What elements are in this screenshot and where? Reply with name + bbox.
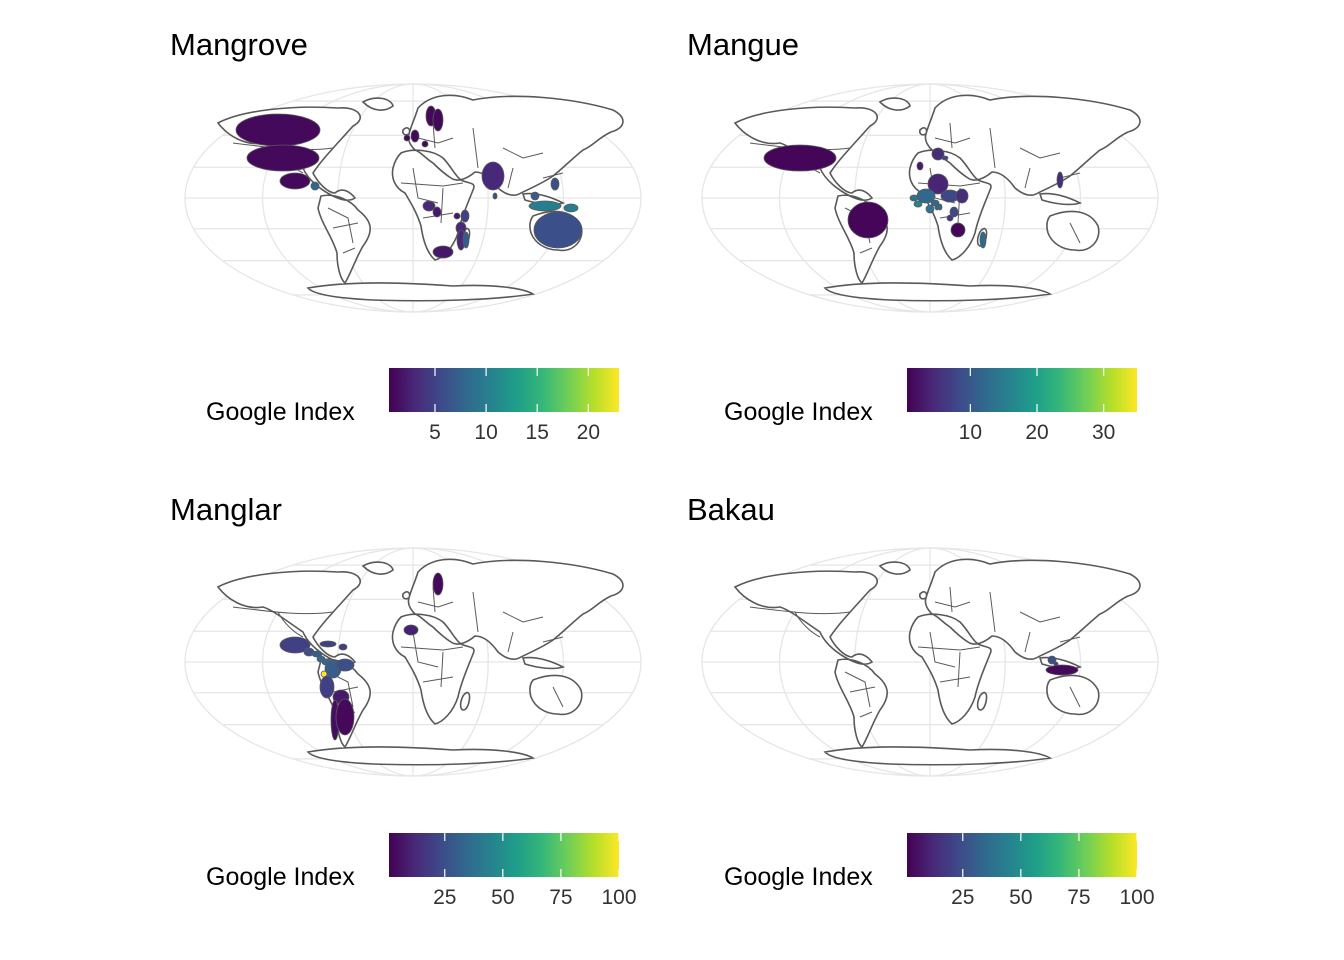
region-angola <box>950 222 966 238</box>
region-indonesia <box>1045 664 1079 676</box>
colorbar <box>907 368 1137 412</box>
region-south-africa <box>432 245 454 259</box>
region-india <box>481 161 505 191</box>
panel-title: Mangue <box>687 27 799 62</box>
world-map <box>701 83 1159 313</box>
legend: Google Index 10 20 30 <box>724 368 1137 444</box>
panel-title: Manglar <box>170 492 282 527</box>
region-chad <box>955 188 969 204</box>
region-madagascar <box>979 231 987 249</box>
panel-bakau: Bakau Google Index 25 50 75 100 <box>687 492 1159 909</box>
region-togo <box>934 203 940 211</box>
colorbar-tick-label: 20 <box>577 421 600 444</box>
colorbar <box>389 368 619 412</box>
world-map <box>184 83 642 313</box>
legend: Google Index 25 50 75 100 <box>206 833 637 909</box>
region-gabon <box>946 214 954 222</box>
region-united-states <box>246 144 320 172</box>
region-united-kingdom <box>410 129 420 143</box>
region-ivory-coast <box>925 204 935 214</box>
region-peru <box>319 675 335 699</box>
legend-title: Google Index <box>206 398 355 426</box>
colorbar-tick-label: 100 <box>601 886 636 909</box>
region-algeria <box>927 173 949 195</box>
world-map <box>701 547 1159 777</box>
legend-title: Google Index <box>724 398 873 426</box>
region-mexico <box>279 636 311 654</box>
legend: Google Index 25 50 75 100 <box>724 833 1155 909</box>
region-belize <box>310 181 320 191</box>
region-sweden <box>432 108 444 132</box>
colorbar-tick-label: 15 <box>526 421 549 444</box>
region-vietnam <box>1056 171 1064 189</box>
region-costa-rica <box>316 655 326 663</box>
colorbar-tick-label: 75 <box>549 886 572 909</box>
colorbar-tick-label: 10 <box>474 421 497 444</box>
colorbar-tick-label: 50 <box>1009 886 1032 909</box>
world-map <box>184 547 642 777</box>
region-switzerland <box>941 155 949 161</box>
colorbar-tick-label: 10 <box>959 421 982 444</box>
panel-mangrove: Mangrove Google Index 5 10 15 20 <box>170 27 642 444</box>
region-canada <box>235 113 321 147</box>
region-malaysia <box>530 191 540 201</box>
region-united-states <box>763 144 837 172</box>
region-cameroon <box>949 206 959 218</box>
region-indonesia <box>528 200 562 212</box>
region-malaysia <box>1047 655 1057 665</box>
colorbar-tick-label: 25 <box>951 886 974 909</box>
legend-title: Google Index <box>206 863 355 891</box>
region-papua-new-guinea <box>563 203 579 213</box>
panel-mangue: Mangue Google Index 10 20 30 <box>687 27 1159 444</box>
panel-title: Bakau <box>687 492 775 527</box>
region-france <box>931 147 945 161</box>
colorbar <box>389 833 619 877</box>
region-sweden <box>432 572 444 596</box>
region-spain <box>403 624 419 636</box>
region-madagascar <box>462 231 470 249</box>
region-portugal <box>916 161 924 171</box>
region-uganda <box>453 212 461 220</box>
panel-manglar: Manglar Google Index 25 50 75 100 <box>170 492 642 909</box>
region-kenya <box>460 209 470 223</box>
region-sri-lanka <box>492 192 498 200</box>
region-argentina <box>335 698 355 736</box>
legend-title: Google Index <box>724 863 873 891</box>
panel-title: Mangrove <box>170 27 308 62</box>
region-ireland <box>403 134 411 142</box>
region-cameroon <box>432 206 442 218</box>
colorbar-tick-label: 75 <box>1067 886 1090 909</box>
region-brazil <box>847 201 889 239</box>
colorbar-tick-label: 25 <box>433 886 456 909</box>
region-australia <box>533 211 583 249</box>
region-guinea <box>913 200 923 208</box>
colorbar-tick-label: 20 <box>1025 421 1048 444</box>
region-honduras <box>311 650 323 658</box>
region-mexico <box>279 172 311 190</box>
region-nigeria <box>422 200 436 212</box>
colorbar-tick-label: 30 <box>1092 421 1115 444</box>
region-philippines <box>550 177 560 191</box>
legend: Google Index 5 10 15 20 <box>206 368 619 444</box>
region-cuba <box>319 640 337 648</box>
region-dominican-republic <box>338 643 348 651</box>
region-venezuela <box>335 658 355 672</box>
region-netherlands <box>421 140 429 148</box>
colorbar <box>907 833 1137 877</box>
colorbar-tick-label: 100 <box>1119 886 1154 909</box>
colorbar-tick-label: 50 <box>491 886 514 909</box>
colorbar-tick-label: 5 <box>429 421 441 444</box>
region-senegal <box>909 194 919 202</box>
